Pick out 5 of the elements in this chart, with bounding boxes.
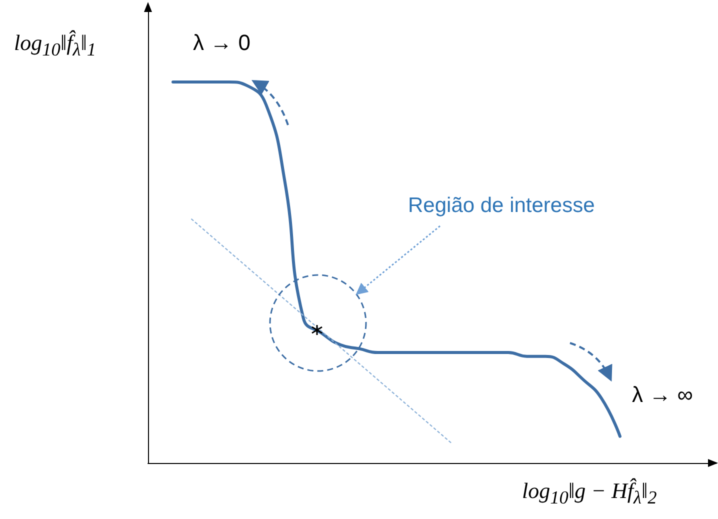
text: λ → ∞ [632, 382, 693, 408]
annotation: Região de interesse [408, 194, 595, 218]
y-axis-title: log$_{10}$‖f̂$_{λ}$‖$_{1}$ [14, 30, 96, 60]
text: λ → 0 [193, 30, 250, 56]
x-axis-title: log$_{10}$‖g − Hf̂$_{λ}$‖$_{2}$ [522, 478, 657, 508]
